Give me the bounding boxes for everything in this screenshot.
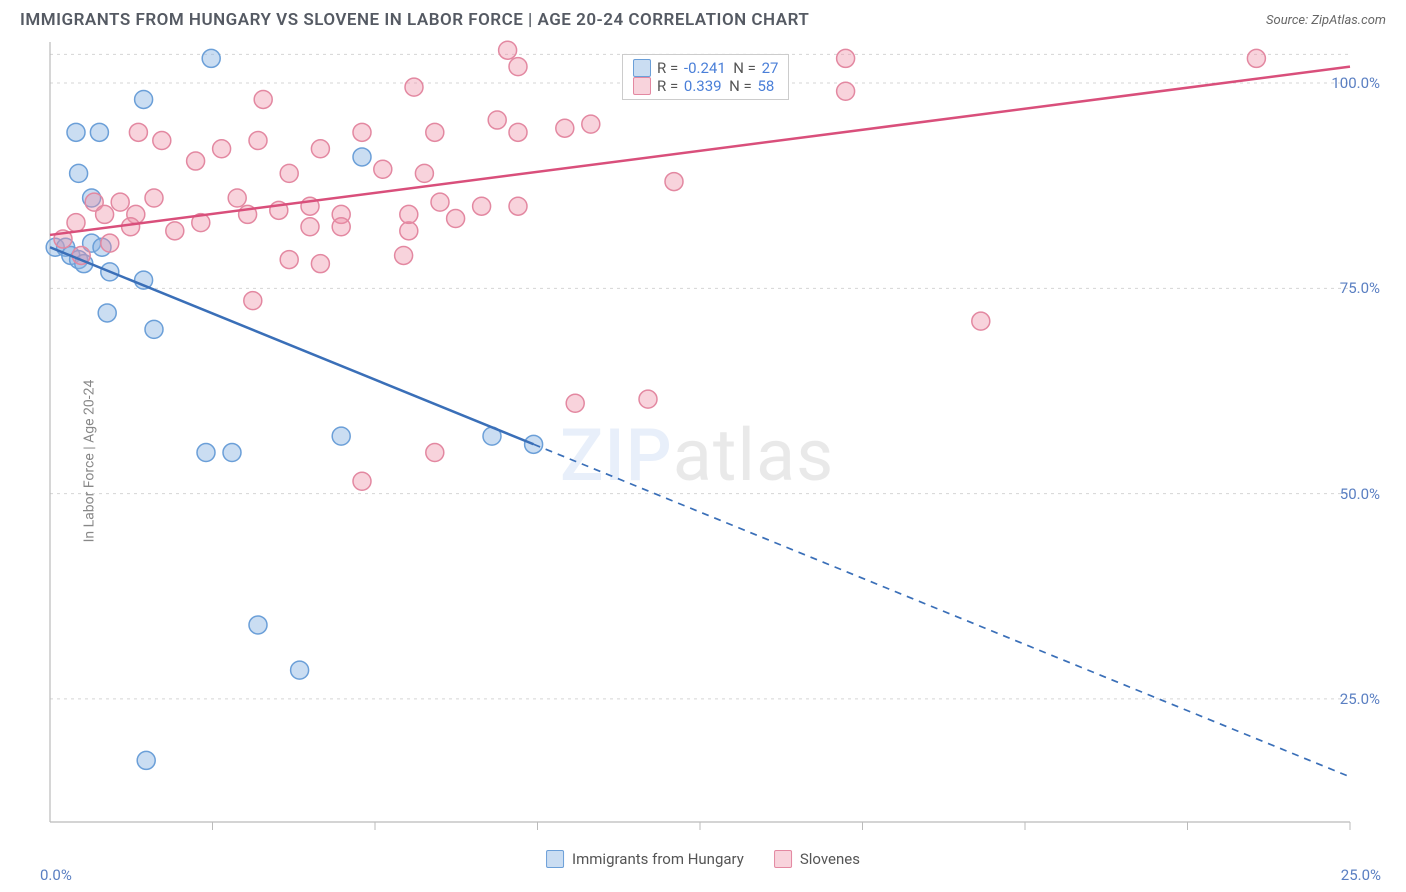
x-axis-min-label: 0.0%	[40, 866, 72, 884]
y-tick-label: 25.0%	[1340, 690, 1380, 708]
legend-row-hungary: R = -0.241 N = 27	[633, 59, 778, 77]
chart-svg	[0, 36, 1406, 886]
y-tick-label: 50.0%	[1340, 485, 1380, 503]
chart-title: IMMIGRANTS FROM HUNGARY VS SLOVENE IN LA…	[20, 10, 809, 30]
chart-container: In Labor Force | Age 20-24 0.0% 25.0% 25…	[0, 36, 1406, 886]
chart-header: IMMIGRANTS FROM HUNGARY VS SLOVENE IN LA…	[0, 0, 1406, 36]
source-label: Source: ZipAtlas.com	[1266, 13, 1386, 28]
legend-label-hungary: Immigrants from Hungary	[572, 850, 744, 868]
legend-item-hungary: Immigrants from Hungary	[546, 850, 744, 868]
y-tick-label: 75.0%	[1340, 279, 1380, 297]
legend-label-slovenes: Slovenes	[800, 850, 860, 868]
y-axis-label: In Labor Force | Age 20-24	[81, 380, 97, 543]
correlation-legend: R = -0.241 N = 27R = 0.339 N = 58	[622, 54, 789, 100]
y-tick-label: 100.0%	[1331, 74, 1380, 92]
legend-row-slovenes: R = 0.339 N = 58	[633, 77, 778, 95]
legend-swatch	[633, 77, 651, 95]
x-axis-max-label: 25.0%	[1341, 866, 1381, 884]
legend-item-slovenes: Slovenes	[774, 850, 860, 868]
legend-swatch	[633, 59, 651, 77]
legend-swatch-hungary	[546, 850, 564, 868]
series-legend: Immigrants from Hungary Slovenes	[546, 850, 860, 868]
legend-swatch-slovenes	[774, 850, 792, 868]
